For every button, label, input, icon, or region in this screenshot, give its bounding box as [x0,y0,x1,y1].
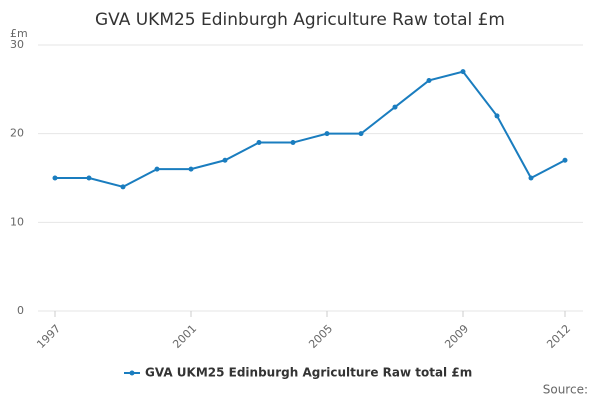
point [222,157,228,163]
point [460,69,466,75]
point [290,140,296,146]
y-tick-label: 10 [10,215,24,228]
point [562,157,568,163]
point [154,166,160,172]
point [188,166,194,172]
x-tick-label: 2009 [442,322,471,351]
point [256,140,262,146]
chart-title: GVA UKM25 Edinburgh Agriculture Raw tota… [95,10,505,30]
point [120,184,126,190]
y-axis-label: £m [10,27,28,40]
point [426,77,432,83]
y-tick-label: 20 [10,127,24,140]
point [324,131,330,137]
x-tick-label: 2012 [544,322,573,351]
x-tick-label: 1997 [34,322,63,351]
point [86,175,92,181]
point [392,104,398,110]
source: Source: [543,383,588,397]
legend-marker [129,370,135,376]
point [52,175,58,181]
line [55,70,566,188]
point [494,113,500,119]
point [528,175,534,181]
legend-label: GVA UKM25 Edinburgh Agriculture Raw tota… [145,366,472,380]
point [358,131,364,137]
x-tick-label: 2001 [170,322,199,351]
x-tick-label: 2005 [306,322,335,351]
y-tick-label: 30 [10,38,24,51]
y-tick-label: 0 [17,304,24,317]
